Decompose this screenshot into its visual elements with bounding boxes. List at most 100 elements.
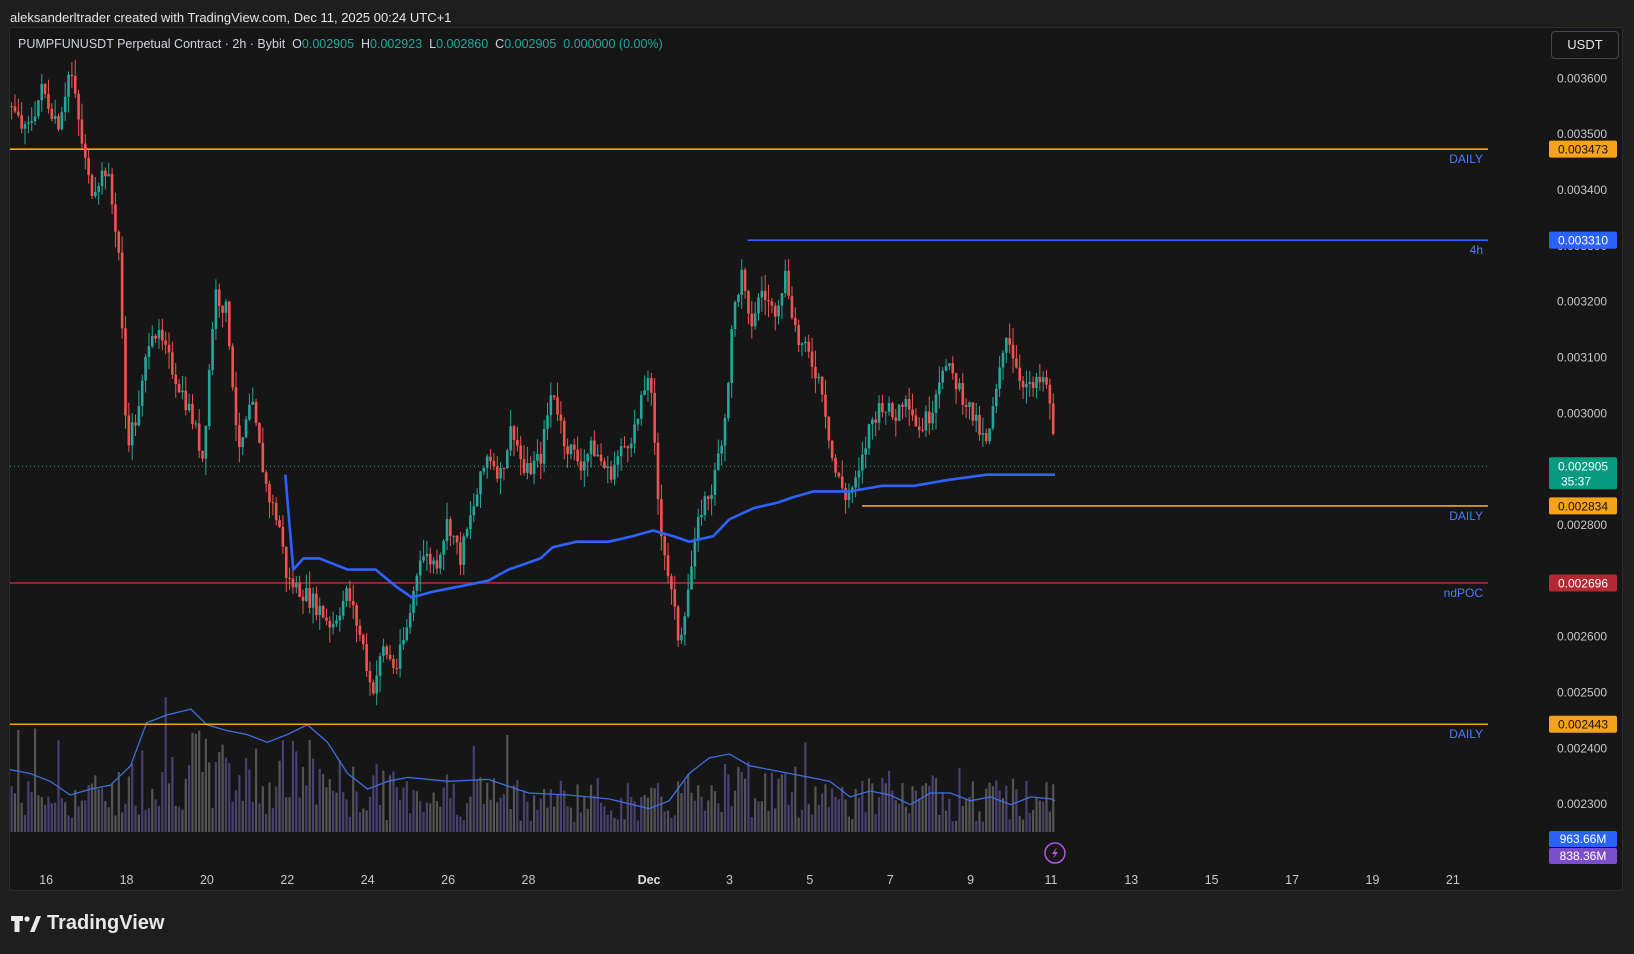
candle-body — [187, 403, 191, 411]
candle-body — [961, 383, 965, 405]
volume-bar — [985, 788, 988, 832]
volume-bar — [857, 797, 861, 832]
candle-body — [619, 446, 623, 457]
low-value: 0.002860 — [436, 37, 489, 51]
candle-body — [439, 554, 442, 569]
candle-body — [509, 426, 512, 451]
candle-body — [63, 96, 67, 113]
candle-body — [144, 356, 147, 381]
candle-body — [666, 555, 670, 577]
last-price-box — [1549, 457, 1617, 490]
candle-body — [27, 122, 30, 125]
volume-bar — [861, 780, 864, 832]
volume-bar — [921, 785, 924, 832]
candle-body — [53, 116, 57, 119]
candle-body — [181, 390, 184, 393]
level-price-box — [1549, 715, 1617, 733]
candle-body — [1048, 384, 1052, 404]
y-tick-label: 0.003400 — [1557, 183, 1607, 197]
y-tick-label: 0.002400 — [1557, 741, 1607, 755]
close-label: C — [495, 37, 505, 51]
volume-bar — [476, 779, 479, 832]
candle-body — [301, 596, 305, 601]
volume-bar — [519, 820, 522, 832]
volume-bar — [794, 766, 797, 832]
volume-bar — [482, 803, 485, 832]
candle-body — [17, 111, 20, 116]
volume-bar — [70, 817, 73, 832]
candle-body — [261, 442, 265, 473]
tradingview-logo[interactable]: TradingView — [11, 912, 164, 935]
volume-bar — [415, 791, 418, 832]
volume-bar — [435, 801, 439, 832]
candle-body — [338, 615, 342, 621]
candle-body — [194, 423, 198, 425]
candle-body — [706, 496, 710, 499]
candle-body — [984, 433, 988, 442]
candle-body — [472, 506, 476, 516]
candle-body — [572, 444, 576, 450]
volume-bar — [559, 780, 562, 832]
volume-bar — [318, 768, 321, 832]
candle-body — [331, 623, 335, 628]
candle-body — [951, 363, 955, 374]
candle-body — [502, 467, 506, 469]
volume-bar — [429, 803, 432, 832]
volume-bar — [610, 810, 613, 832]
level-price-box — [1549, 140, 1617, 158]
volume-bar — [144, 809, 147, 832]
candle-body — [609, 466, 613, 480]
volume-bar — [666, 810, 670, 832]
volume-bar — [968, 796, 971, 832]
candle-body — [120, 252, 124, 329]
volume-bar — [241, 800, 244, 832]
volume-bar — [965, 798, 968, 832]
candle-body — [646, 378, 650, 391]
candle-body — [643, 390, 646, 395]
candle-body — [361, 634, 365, 645]
volume-bar — [10, 786, 13, 832]
volume-bar — [137, 814, 140, 832]
volume-bar — [961, 805, 964, 832]
candle-body — [298, 583, 301, 597]
currency-button[interactable]: USDT — [1551, 31, 1619, 59]
x-tick-label: 18 — [120, 873, 134, 887]
candle-body — [1031, 382, 1035, 389]
x-tick-label: 24 — [361, 873, 375, 887]
volume-bar — [553, 806, 556, 832]
candle-body — [737, 294, 740, 303]
volume-bar — [512, 785, 516, 832]
candle-body — [154, 335, 157, 339]
candle-body — [854, 477, 857, 488]
brand-name: TradingView — [47, 912, 165, 934]
candle-body — [83, 143, 87, 158]
volume-bar — [472, 745, 475, 832]
candle-body — [750, 313, 754, 327]
volume-bar — [228, 763, 231, 832]
volume-bar — [670, 817, 673, 832]
volume-bar — [770, 772, 773, 832]
volume-bar — [589, 784, 593, 832]
volume-bar — [800, 809, 804, 832]
x-tick-label: 22 — [280, 873, 294, 887]
chart-panel[interactable] — [9, 27, 1623, 891]
candle-body — [927, 411, 931, 424]
volume-bar — [677, 781, 680, 832]
candle-body — [773, 305, 777, 317]
candle-body — [402, 640, 405, 645]
volume-bar — [821, 793, 824, 832]
volume-bar — [633, 801, 636, 832]
symbol-name[interactable]: PUMPFUNUSDT Perpetual Contract · 2h · By… — [18, 37, 286, 51]
candle-body — [77, 93, 80, 120]
volume-bar — [338, 759, 341, 832]
volume-bar — [549, 789, 552, 832]
volume-bar — [214, 761, 218, 832]
volume-bar — [586, 808, 589, 832]
volume-bar — [154, 799, 157, 832]
candle-body — [994, 388, 998, 407]
candle-body — [134, 422, 137, 426]
candle-body — [941, 370, 944, 383]
volume-bar — [616, 819, 619, 832]
volume-bar — [543, 788, 546, 832]
